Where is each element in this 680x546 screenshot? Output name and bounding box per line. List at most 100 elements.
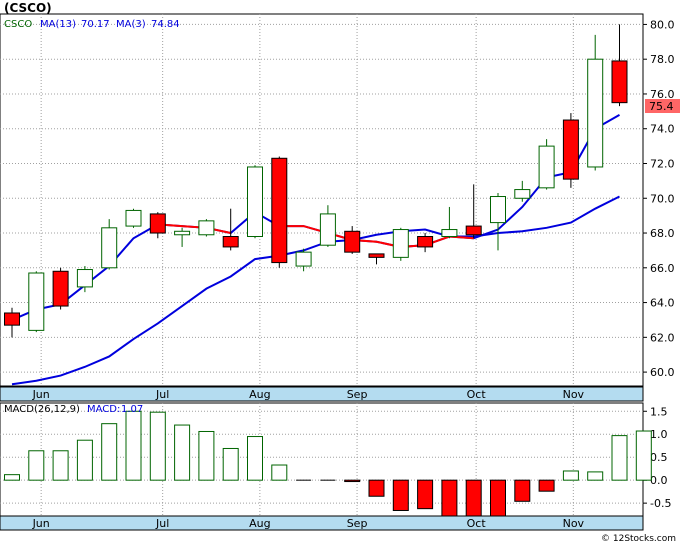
last-price-value: 75.4 (649, 100, 674, 113)
month-label: Nov (563, 388, 585, 401)
macd-bar (28, 450, 45, 481)
candle-body (562, 119, 579, 180)
macd-bar (587, 471, 604, 481)
candle-body (417, 236, 434, 248)
legend-ma13-label: MA(13) (40, 19, 76, 30)
price-tick-label: 60.0 (650, 366, 675, 379)
macd-bar (441, 479, 458, 517)
macd-bar (368, 479, 385, 497)
price-tick-label: 66.0 (650, 262, 675, 275)
macd-bar (392, 479, 409, 511)
macd-bar (538, 479, 555, 492)
month-label: Aug (249, 517, 270, 530)
macd-panel (0, 402, 644, 517)
candle-body (76, 269, 93, 288)
legend-symbol: CSCO (4, 19, 32, 30)
macd-bar (344, 479, 361, 483)
macd-tick-label: 0.0 (650, 474, 668, 487)
credit-text: © 12Stocks.com (601, 534, 676, 544)
macd-y-axis: -0.5 0.0 0.5 1.0 1.5 (643, 405, 671, 510)
macd-tick-label: 0.5 (650, 451, 668, 464)
legend-ma3-label: MA(3) (116, 19, 146, 30)
macd-bar (514, 479, 531, 502)
price-tick-label: 64.0 (650, 297, 675, 310)
macd-bar (198, 430, 215, 481)
ma3-line-downtrend (279, 225, 474, 248)
candle-body (319, 213, 336, 246)
price-y-axis: 60.0 62.0 64.0 66.0 68.0 70.0 72.0 74.0 76.0 78.0… (643, 18, 675, 379)
legend-macd-params: MACD(26,12,9) (4, 404, 80, 415)
macd-bar (417, 479, 434, 510)
candle-body (174, 230, 191, 236)
macd-bar (101, 423, 118, 481)
price-panel (0, 13, 644, 387)
ma13-line (11, 195, 620, 386)
macd-bar (271, 464, 288, 481)
candle-body (514, 189, 531, 199)
price-tick-label: 80.0 (650, 18, 675, 31)
price-tick-label: 68.0 (650, 227, 675, 240)
month-label: Jul (155, 517, 169, 530)
price-tick-label: 78.0 (650, 53, 675, 66)
legend-ma13-value: 70.17 (81, 19, 110, 30)
candle-body (28, 272, 45, 331)
price-tick-label: 62.0 (650, 331, 675, 344)
candle-body (368, 253, 385, 258)
candle-body (538, 145, 555, 189)
macd-bar (4, 474, 20, 481)
month-label: Aug (249, 388, 270, 401)
macd-bars (4, 410, 652, 517)
candlesticks (4, 24, 628, 338)
candle-body (392, 229, 409, 258)
macd-bar (76, 439, 93, 481)
month-label: Jun (32, 388, 50, 401)
candle-body (149, 213, 166, 234)
price-tick-label: 70.0 (650, 192, 675, 205)
candle-body (52, 270, 69, 307)
month-label: Oct (467, 517, 487, 530)
last-price-tag (645, 99, 680, 113)
candle-body (222, 236, 239, 248)
candle-body (198, 220, 215, 236)
candle-body (490, 196, 506, 224)
macd-bar (490, 479, 506, 517)
macd-tick-label: 1.5 (650, 405, 668, 418)
macd-bar (635, 430, 652, 481)
price-date-axis (0, 386, 644, 402)
month-label: Jul (155, 388, 169, 401)
legend-macd-label: MACD: (87, 404, 120, 415)
month-label: Oct (467, 388, 487, 401)
macd-date-axis (0, 515, 644, 531)
chart-title: (CSCO) (4, 1, 52, 15)
month-label: Nov (563, 517, 585, 530)
macd-bar (149, 411, 166, 481)
candle-body (465, 225, 482, 236)
macd-bar (611, 435, 628, 481)
candle-body (247, 166, 263, 238)
macd-bar (222, 447, 239, 481)
macd-bar (52, 450, 69, 481)
month-labels: Jun Jun Jul Jul Aug Aug Sep Sep Oct Oct Nov Nov (32, 388, 585, 530)
macd-bar (174, 424, 191, 481)
month-label: Sep (347, 517, 368, 530)
candle-body (125, 209, 142, 227)
candle-body (587, 58, 604, 168)
legend-ma3-value: 74.84 (151, 19, 180, 30)
macd-bar (562, 470, 579, 481)
candle-body (344, 230, 361, 253)
candle-body (4, 312, 20, 326)
macd-bar (247, 436, 263, 481)
candle-body (295, 251, 312, 267)
candle-body (271, 157, 288, 264)
price-tick-label: 76.0 (650, 88, 675, 101)
candle-body (101, 227, 118, 269)
month-label: Jun (32, 517, 50, 530)
price-tick-label: 74.0 (650, 123, 675, 136)
macd-bar (125, 410, 142, 481)
price-tick-label: 72.0 (650, 157, 675, 170)
macd-bar (465, 479, 482, 517)
legend-macd-value: 1.07 (121, 404, 143, 415)
macd-tick-label: -0.5 (650, 497, 671, 510)
month-label: Sep (347, 388, 368, 401)
